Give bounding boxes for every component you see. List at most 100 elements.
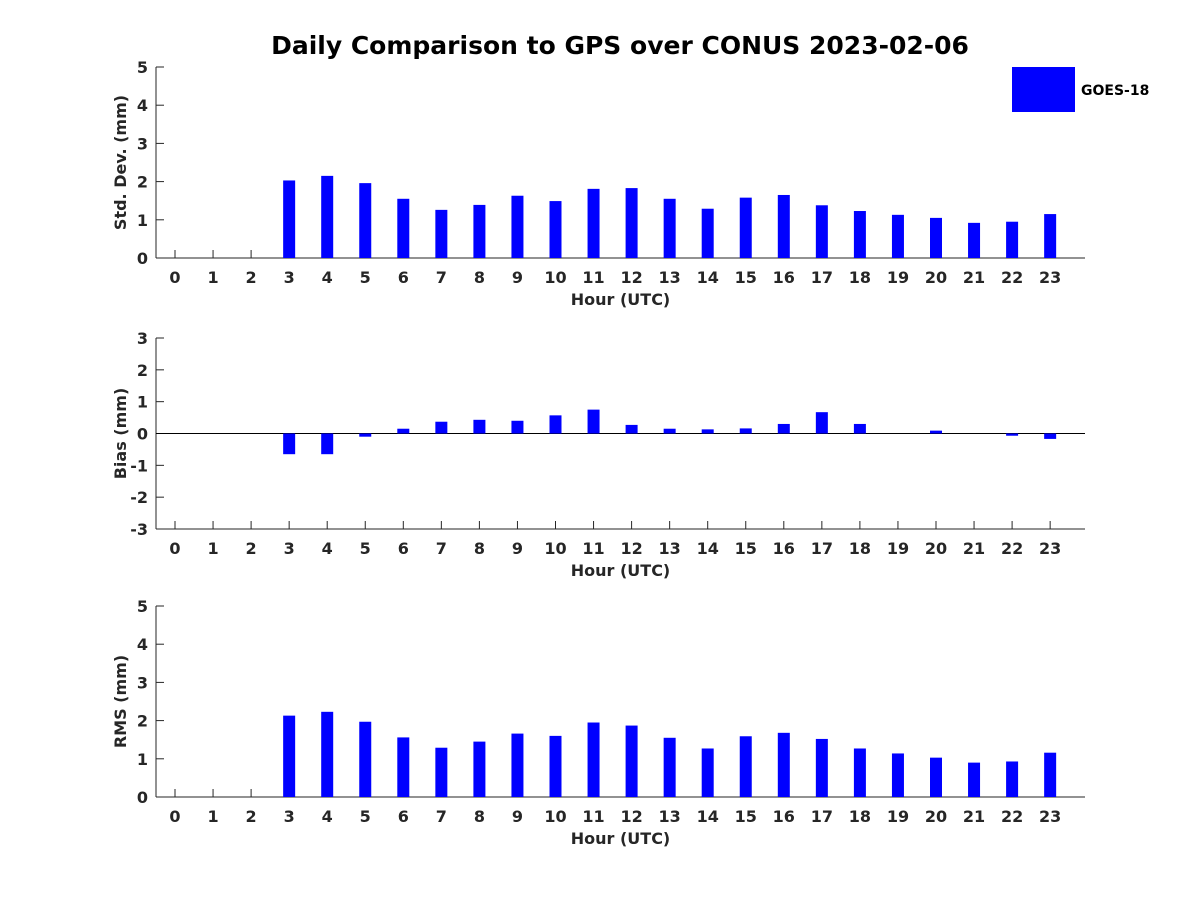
x-tick-label: 17 <box>811 268 833 287</box>
x-tick-label: 20 <box>925 807 947 826</box>
x-tick-label: 9 <box>512 539 523 558</box>
bar-std-dev-3 <box>283 180 296 258</box>
bar-bias-4 <box>321 433 334 455</box>
bar-rms-18 <box>853 748 866 797</box>
x-tick-label: 18 <box>849 268 871 287</box>
x-tick-label: 6 <box>398 807 409 826</box>
x-tick-label: 10 <box>544 539 566 558</box>
y-tick-label: 4 <box>137 635 148 654</box>
y-tick-label: 4 <box>137 96 148 115</box>
bar-rms-23 <box>1044 752 1057 797</box>
x-tick-label: 2 <box>246 807 257 826</box>
bar-bias-15 <box>739 428 752 434</box>
bar-std-dev-8 <box>473 204 486 258</box>
y-tick-label: 2 <box>137 712 148 731</box>
bar-rms-16 <box>777 732 790 797</box>
x-tick-label: 22 <box>1001 268 1023 287</box>
x-tick-label: 6 <box>398 539 409 558</box>
y-tick-label: -1 <box>130 456 148 475</box>
x-tick-label: 15 <box>735 539 757 558</box>
y-tick-label: 5 <box>137 597 148 616</box>
bar-bias-5 <box>359 433 372 437</box>
x-tick-label: 11 <box>582 807 604 826</box>
x-tick-label: 17 <box>811 807 833 826</box>
x-tick-label: 23 <box>1039 539 1061 558</box>
x-tick-label: 16 <box>773 539 795 558</box>
bar-std-dev-17 <box>815 205 828 258</box>
x-tick-label: 5 <box>360 807 371 826</box>
x-tick-label: 21 <box>963 539 985 558</box>
bar-std-dev-20 <box>930 217 942 258</box>
y-tick-label: 3 <box>137 673 148 692</box>
x-tick-label: 23 <box>1039 268 1061 287</box>
x-tick-label: 3 <box>284 807 295 826</box>
x-tick-label: 9 <box>512 807 523 826</box>
x-tick-label: 2 <box>246 268 257 287</box>
bar-std-dev-6 <box>397 198 410 258</box>
legend-label: GOES-18 <box>1081 83 1149 99</box>
x-tick-label: 18 <box>849 807 871 826</box>
x-tick-label: 10 <box>544 268 566 287</box>
x-tick-label: 14 <box>697 539 719 558</box>
x-tick-label: 12 <box>620 539 642 558</box>
y-tick-label: 3 <box>137 329 148 348</box>
legend-swatch <box>1012 67 1075 112</box>
bar-bias-8 <box>473 419 486 434</box>
x-tick-label: 21 <box>963 268 985 287</box>
bar-bias-7 <box>435 421 448 434</box>
bar-bias-3 <box>283 433 296 455</box>
x-tick-label: 19 <box>887 807 909 826</box>
y-axis-label: RMS (mm) <box>111 655 130 748</box>
x-tick-label: 12 <box>620 268 642 287</box>
x-tick-label: 7 <box>436 539 447 558</box>
bar-std-dev-4 <box>321 175 334 258</box>
bar-std-dev-19 <box>891 214 904 258</box>
bar-rms-17 <box>815 738 828 797</box>
bar-rms-22 <box>1006 761 1019 797</box>
bar-std-dev-11 <box>587 188 600 258</box>
bar-rms-6 <box>397 737 410 797</box>
y-tick-label: 2 <box>137 361 148 380</box>
x-tick-label: 19 <box>887 268 909 287</box>
bar-bias-9 <box>511 420 524 434</box>
x-axis-label: Hour (UTC) <box>571 829 671 848</box>
bar-bias-13 <box>663 428 676 434</box>
bar-bias-10 <box>549 415 562 434</box>
x-tick-label: 8 <box>474 539 485 558</box>
y-tick-label: 0 <box>137 788 148 807</box>
x-tick-label: 5 <box>360 539 371 558</box>
x-tick-label: 18 <box>849 539 871 558</box>
bar-rms-12 <box>625 725 638 797</box>
y-tick-label: 1 <box>137 393 148 412</box>
x-tick-label: 1 <box>207 539 218 558</box>
bar-rms-15 <box>739 736 752 797</box>
bar-rms-8 <box>473 741 486 797</box>
x-tick-label: 4 <box>322 807 333 826</box>
bar-std-dev-23 <box>1044 214 1057 258</box>
y-axis-label: Std. Dev. (mm) <box>111 95 130 230</box>
x-tick-label: 6 <box>398 268 409 287</box>
x-tick-label: 22 <box>1001 807 1023 826</box>
x-tick-label: 4 <box>322 539 333 558</box>
bar-std-dev-7 <box>435 209 448 258</box>
x-tick-label: 13 <box>659 807 681 826</box>
y-axis-label: Bias (mm) <box>111 388 130 480</box>
bar-std-dev-14 <box>701 208 714 258</box>
x-tick-label: 15 <box>735 268 757 287</box>
bar-rms-3 <box>283 715 296 797</box>
bar-rms-10 <box>549 735 562 797</box>
bar-bias-12 <box>625 424 638 434</box>
x-axis-label: Hour (UTC) <box>571 290 671 309</box>
x-tick-label: 7 <box>436 268 447 287</box>
bar-rms-4 <box>321 711 334 797</box>
bar-std-dev-9 <box>511 195 524 258</box>
bar-rms-9 <box>511 733 524 797</box>
x-tick-label: 10 <box>544 807 566 826</box>
y-tick-label: 0 <box>137 425 148 444</box>
bar-std-dev-21 <box>968 222 981 258</box>
y-tick-label: 0 <box>137 249 148 268</box>
